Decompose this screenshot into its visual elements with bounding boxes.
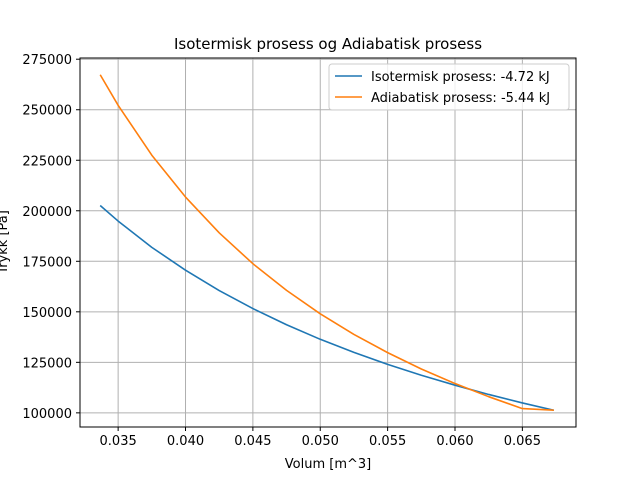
y-tick-label: 125000 [22, 356, 72, 371]
chart-title: Isotermisk prosess og Adiabatisk prosess [174, 35, 482, 53]
y-axis-label: Trykk [Pa] [0, 210, 11, 275]
x-tick-label: 0.055 [369, 434, 406, 449]
plot-frame [79, 57, 577, 428]
x-tick-label: 0.040 [167, 434, 204, 449]
y-tick-label: 175000 [22, 255, 72, 270]
series-line-1 [99, 74, 554, 412]
x-tick-label: 0.060 [436, 434, 473, 449]
x-tick-label: 0.045 [234, 434, 271, 449]
y-tick-label: 275000 [22, 53, 72, 68]
x-tick-label: 0.065 [504, 434, 541, 449]
series-line-0 [99, 204, 555, 412]
legend-label-adiabatisk: Adiabatisk prosess: -5.44 kJ [371, 91, 550, 106]
legend-box [328, 63, 570, 111]
grid [80, 58, 576, 427]
legend-label-isotermisk: Isotermisk prosess: -4.72 kJ [371, 70, 550, 85]
x-axis-label: Volum [m^3] [285, 457, 371, 472]
axis-ticks: 0.035 0.040 0.045 0.050 0.055 0.060 0.065 10000… [22, 53, 541, 449]
y-tick-label: 200000 [22, 205, 72, 220]
x-tick-label: 0.050 [302, 434, 339, 449]
y-tick-label: 150000 [22, 306, 72, 321]
series-lines [99, 74, 555, 412]
legend: Isotermisk prosess: -4.72 kJ Adiabatisk … [328, 63, 570, 111]
y-tick-label: 100000 [22, 407, 72, 422]
y-tick-label: 250000 [22, 104, 72, 119]
x-tick-label: 0.035 [100, 434, 137, 449]
y-tick-label: 225000 [22, 154, 72, 169]
